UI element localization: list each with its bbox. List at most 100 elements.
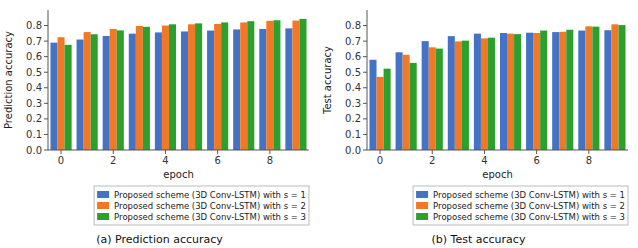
y-tick [363,56,367,57]
bar [50,43,57,150]
y-tick [44,118,48,119]
bar [474,34,481,150]
bar [143,27,150,150]
y-tick-label: 0.1 [26,129,42,140]
bar [526,33,533,150]
bars [369,24,625,150]
chart-panel: 0.00.10.20.30.40.50.60.70.802468epochPre… [3,10,309,246]
figure: 0.00.10.20.30.40.50.60.70.802468epochPre… [0,0,638,248]
bar [221,22,228,150]
bar [514,34,521,150]
chart-panel: 0.00.10.20.30.40.50.60.70.802468epochTes… [322,10,628,246]
bar [77,40,84,150]
bar [552,32,559,150]
bar [299,19,306,150]
legend-label: Proposed scheme (3D Conv-LSTM) with s = … [433,201,625,211]
legend-label: Proposed scheme (3D Conv-LSTM) with s = … [433,212,625,222]
legend-label: Proposed scheme (3D Conv-LSTM) with s = … [433,190,625,200]
caption: (b) Test accuracy [432,233,526,246]
bar [169,24,176,150]
bar [533,33,540,150]
y-tick [44,150,48,151]
bar [117,30,124,150]
legend-swatch [416,191,428,198]
x-tick [588,150,589,154]
bar [448,36,455,150]
bar [247,21,254,150]
legend-swatch [416,202,428,209]
bar [292,21,299,150]
bar [540,31,547,150]
legend-swatch [416,213,428,220]
y-axis-line [367,10,368,150]
bar [65,45,72,150]
x-tick-label: 8 [586,155,592,166]
y-tick [363,103,367,104]
x-tick [269,150,270,154]
bar [604,30,611,150]
y-tick-label: 0.6 [26,51,42,62]
x-tick-label: 4 [481,155,487,166]
bar [578,31,585,150]
y-tick-label: 0.2 [26,113,42,124]
x-tick [536,150,537,154]
bar [266,21,273,150]
y-axis-label: Prediction accuracy [3,31,14,129]
bar [195,23,202,150]
y-tick-label: 0.5 [26,67,42,78]
bar [129,34,136,150]
bar [162,26,169,150]
x-tick [61,150,62,154]
bar [103,36,110,150]
bar [377,77,384,150]
y-tick [44,87,48,88]
y-tick [363,134,367,135]
legend-frame [94,186,309,225]
y-tick-label: 0.4 [345,82,361,93]
bar [155,32,162,150]
x-tick-label: 6 [214,155,220,166]
bar [436,49,443,150]
y-tick [44,56,48,57]
bars [50,19,306,150]
y-tick [363,72,367,73]
y-tick [44,41,48,42]
bar [429,47,436,150]
caption: (a) Prediction accuracy [96,233,223,246]
x-axis-label: epoch [482,169,512,180]
bar [396,52,403,150]
x-tick-label: 0 [58,155,64,166]
bar [455,41,462,150]
y-tick [44,134,48,135]
bar [259,29,266,150]
y-tick-label: 0.1 [345,129,361,140]
legend: Proposed scheme (3D Conv-LSTM) with s = … [413,186,628,225]
bar [462,41,469,150]
legend-frame [413,186,628,225]
bar [611,24,618,150]
bar [488,38,495,150]
legend-label: Proposed scheme (3D Conv-LSTM) with s = … [114,190,306,200]
x-tick-label: 2 [110,155,116,166]
y-tick-label: 0.4 [26,82,42,93]
bar [91,34,98,150]
bar [214,24,221,150]
y-tick-label: 0.3 [26,98,42,109]
y-tick-label: 0.8 [345,20,361,31]
bar [384,69,391,150]
y-tick-label: 0.0 [26,145,42,156]
legend-label: Proposed scheme (3D Conv-LSTM) with s = … [114,212,306,222]
bar [618,25,625,150]
legend-swatch [97,202,109,209]
bar [136,26,143,150]
bar [507,34,514,150]
bar [592,27,599,150]
bar [566,30,573,150]
y-tick [44,103,48,104]
x-tick-label: 0 [377,155,383,166]
bar [240,22,247,150]
x-axis-label: epoch [163,169,193,180]
legend-swatch [97,213,109,220]
bar [410,63,417,150]
x-tick-label: 2 [429,155,435,166]
